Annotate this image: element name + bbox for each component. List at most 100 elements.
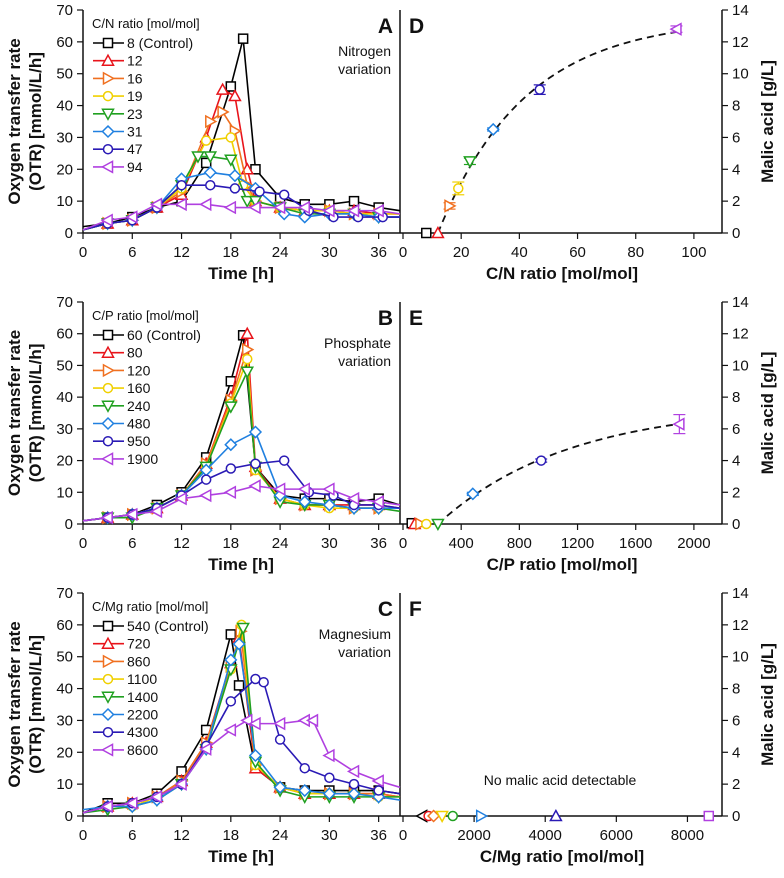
legend-marker bbox=[101, 707, 115, 722]
data-point bbox=[224, 154, 238, 167]
panel-letter: D bbox=[409, 15, 424, 38]
legend-label: 12 bbox=[127, 53, 143, 69]
legend-label: 23 bbox=[127, 106, 143, 122]
y-tick-label: 12 bbox=[732, 326, 749, 343]
data-point bbox=[224, 653, 238, 667]
data-point bbox=[174, 197, 187, 212]
legend-label: 120 bbox=[127, 362, 151, 378]
data-point bbox=[223, 723, 237, 737]
panel-annotation: Magnesium bbox=[319, 626, 391, 642]
data-point bbox=[203, 165, 217, 180]
data-point bbox=[254, 186, 265, 197]
legend-label: 1400 bbox=[127, 689, 158, 705]
legend-item: 19 bbox=[93, 88, 143, 104]
x-tick-label: 20 bbox=[453, 244, 470, 261]
legend-item: 31 bbox=[93, 124, 143, 140]
x-tick-label: 2000 bbox=[677, 535, 710, 552]
data-point bbox=[174, 777, 187, 791]
data-point bbox=[125, 796, 138, 811]
legend-label: 1900 bbox=[127, 451, 158, 467]
y-tick-label: 10 bbox=[732, 649, 749, 666]
data-point bbox=[125, 210, 138, 224]
y-tick-label: 0 bbox=[65, 516, 73, 533]
legend-label: 4300 bbox=[127, 724, 158, 740]
legend-item: 1900 bbox=[93, 451, 158, 467]
panel-annotation: variation bbox=[338, 61, 391, 77]
y-tick-label: 0 bbox=[65, 225, 73, 242]
panel-letter: C bbox=[378, 598, 393, 621]
legend-item: 16 bbox=[93, 70, 143, 86]
y-tick-label: 6 bbox=[732, 129, 740, 146]
y-axis-label-units: (OTR) [mmol/L/h] bbox=[26, 52, 45, 191]
x-tick-label: 24 bbox=[272, 827, 289, 844]
x-tick-label: 0 bbox=[399, 535, 407, 552]
data-point bbox=[240, 326, 255, 339]
data-point bbox=[431, 225, 445, 239]
legend-item: 94 bbox=[93, 159, 143, 175]
legend-label: 950 bbox=[127, 433, 151, 449]
data-point bbox=[240, 366, 255, 379]
x-tick-label: 1200 bbox=[561, 535, 594, 552]
x-tick-label: 80 bbox=[627, 244, 644, 261]
data-point bbox=[203, 151, 218, 164]
legend-marker bbox=[102, 143, 114, 155]
data-point bbox=[346, 764, 360, 779]
legend-label: 160 bbox=[127, 380, 151, 396]
legend-label: 2200 bbox=[127, 707, 158, 723]
data-point bbox=[322, 748, 335, 763]
legend-marker bbox=[101, 691, 115, 704]
legend-label: 480 bbox=[127, 416, 151, 432]
fit-line bbox=[437, 422, 680, 525]
series-94 bbox=[82, 197, 401, 231]
y-axis-label: Malic acid [g/L] bbox=[758, 643, 777, 766]
x-tick-label: 6000 bbox=[600, 827, 633, 844]
legend-item: 12 bbox=[93, 53, 143, 69]
y-tick-label: 6 bbox=[732, 421, 740, 438]
data-point bbox=[100, 213, 113, 228]
fit-line bbox=[437, 31, 677, 234]
legend-item: 160 bbox=[93, 380, 151, 396]
legend-label: 94 bbox=[127, 159, 143, 175]
x-tick-label: 30 bbox=[321, 244, 338, 261]
data-point bbox=[421, 518, 432, 530]
legend-marker bbox=[101, 345, 115, 358]
y-tick-label: 40 bbox=[56, 681, 73, 698]
legend-item: 2200 bbox=[93, 707, 158, 723]
data-point bbox=[240, 195, 255, 209]
x-tick-label: 0 bbox=[79, 535, 87, 552]
data-point bbox=[199, 197, 212, 212]
legend-marker bbox=[102, 673, 114, 685]
x-tick-label: 2000 bbox=[457, 827, 490, 844]
data-point bbox=[241, 342, 255, 357]
data-point bbox=[176, 179, 187, 191]
x-tick-label: 12 bbox=[173, 244, 190, 261]
data-point bbox=[199, 742, 212, 756]
data-point-group bbox=[431, 225, 445, 239]
legend-marker bbox=[102, 329, 114, 341]
y-tick-label: 4 bbox=[732, 744, 740, 761]
y-tick-label: 14 bbox=[732, 294, 749, 311]
legend-label: 47 bbox=[127, 141, 143, 157]
x-tick-label: 24 bbox=[272, 535, 289, 552]
legend-label: 8600 bbox=[127, 742, 158, 758]
legend-marker bbox=[102, 435, 114, 447]
y-tick-label: 14 bbox=[732, 585, 749, 602]
data-point bbox=[322, 787, 336, 801]
data-point bbox=[444, 199, 457, 213]
data-point bbox=[233, 680, 245, 691]
x-tick-label: 800 bbox=[507, 535, 532, 552]
y-tick-label: 30 bbox=[56, 421, 73, 438]
data-point bbox=[373, 785, 384, 796]
panel-annotation: variation bbox=[338, 353, 391, 369]
data-point bbox=[453, 183, 464, 194]
y-tick-label: 20 bbox=[56, 744, 73, 761]
legend-label: 31 bbox=[127, 124, 143, 140]
y-axis-label: Malic acid [g/L] bbox=[758, 352, 777, 475]
data-point bbox=[348, 778, 360, 790]
x-tick-label: 30 bbox=[321, 827, 338, 844]
y-tick-label: 10 bbox=[56, 776, 73, 793]
data-point-group bbox=[452, 181, 465, 196]
legend-marker bbox=[102, 90, 114, 102]
y-tick-label: 10 bbox=[56, 484, 73, 501]
